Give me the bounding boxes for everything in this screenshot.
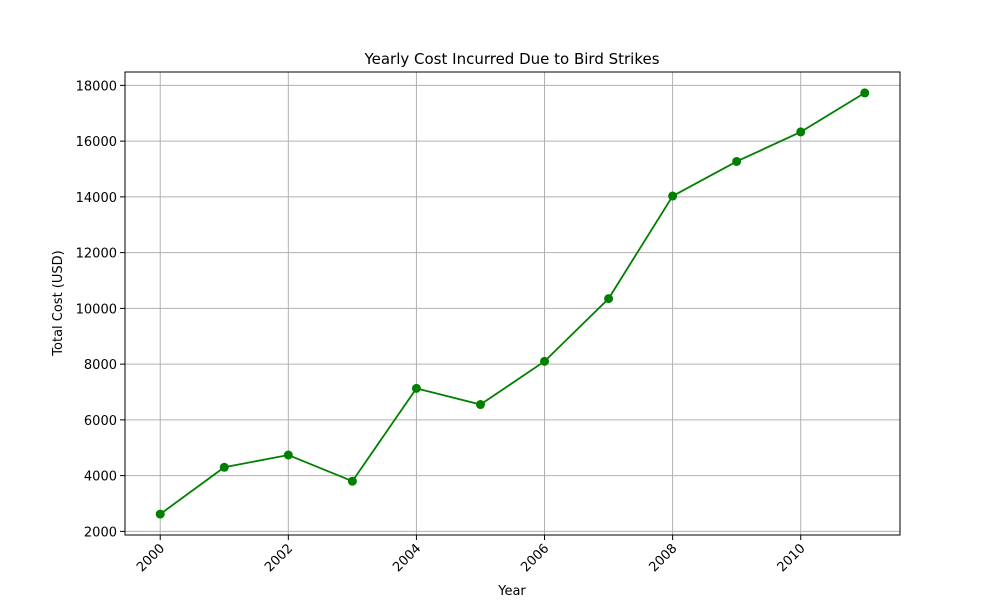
x-tick-label: 2002 bbox=[262, 541, 296, 575]
data-point bbox=[283, 450, 293, 460]
x-axis-label: Year bbox=[497, 584, 526, 599]
y-tick-label: 6000 bbox=[84, 414, 117, 429]
data-point bbox=[796, 127, 806, 137]
y-tick-label: 16000 bbox=[76, 135, 117, 150]
data-point bbox=[604, 294, 614, 304]
data-point bbox=[347, 476, 357, 486]
chart-title: Yearly Cost Incurred Due to Bird Strikes bbox=[363, 50, 659, 68]
x-ticks: 2000 2002 2004 2006 2008 2010 bbox=[134, 535, 809, 575]
data-point bbox=[732, 156, 742, 166]
data-point bbox=[475, 400, 485, 410]
series-line-group bbox=[155, 88, 870, 519]
data-point bbox=[668, 191, 678, 201]
y-tick-label: 18000 bbox=[76, 79, 117, 94]
y-tick-label: 14000 bbox=[76, 191, 117, 206]
y-tick-label: 2000 bbox=[84, 525, 117, 540]
y-ticks: 2000 4000 6000 8000 10000 12000 14000 16000 1800… bbox=[76, 79, 125, 540]
data-point bbox=[155, 509, 165, 519]
data-point bbox=[540, 356, 550, 366]
y-tick-label: 8000 bbox=[84, 358, 117, 373]
x-tick-label: 2010 bbox=[775, 541, 809, 575]
y-tick-label: 12000 bbox=[76, 247, 117, 262]
data-point bbox=[860, 88, 870, 98]
x-tick-label: 2000 bbox=[134, 541, 168, 575]
y-axis-label: Total Cost (USD) bbox=[51, 250, 66, 356]
series-line bbox=[159, 92, 866, 515]
data-point bbox=[219, 462, 229, 472]
grid bbox=[125, 72, 900, 535]
x-tick-label: 2008 bbox=[646, 541, 680, 575]
x-tick-label: 2004 bbox=[390, 541, 424, 575]
y-tick-label: 10000 bbox=[76, 302, 117, 317]
x-tick-label: 2006 bbox=[518, 541, 552, 575]
data-point bbox=[411, 383, 421, 393]
y-tick-label: 4000 bbox=[84, 470, 117, 485]
plot-frame bbox=[124, 71, 901, 536]
